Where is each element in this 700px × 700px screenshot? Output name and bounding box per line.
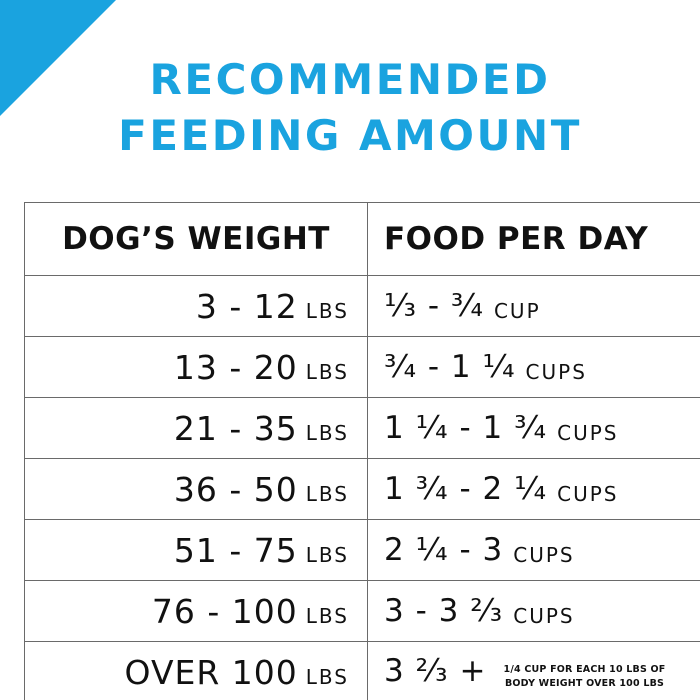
food-cell: 2 ¹⁄₄ - 3 CUPS xyxy=(367,519,700,581)
food-unit: CUPS xyxy=(525,360,587,384)
weight-range: 21 - 35 xyxy=(173,408,298,448)
food-cell: 1 ³⁄₄ - 2 ¹⁄₄ CUPS xyxy=(367,458,700,520)
food-cell: 3 ²⁄₃ + 1/4 CUP FOR EACH 10 LBS OF BODY … xyxy=(368,642,700,700)
food-cell: 3 - 3 ²⁄₃ CUPS xyxy=(367,580,700,642)
food-unit: CUPS xyxy=(557,482,619,506)
table-header-row: DOG’S WEIGHT FOOD PER DAY xyxy=(24,202,700,276)
weight-unit: LBS xyxy=(305,542,349,567)
weight-range: OVER 100 xyxy=(124,652,298,692)
table-row: 76 - 100 LBS 3 - 3 ²⁄₃ CUPS xyxy=(24,580,700,642)
food-unit: CUPS xyxy=(513,604,575,628)
table-row: 13 - 20 LBS ³⁄₄ - 1 ¹⁄₄ CUPS xyxy=(24,336,700,398)
weight-cell: 3 - 12 LBS xyxy=(24,275,368,337)
header-food-per-day: FOOD PER DAY xyxy=(367,202,700,276)
food-cell: 1 ¹⁄₄ - 1 ³⁄₄ CUPS xyxy=(367,397,700,459)
weight-unit: LBS xyxy=(305,298,349,323)
corner-accent-triangle xyxy=(0,0,116,116)
food-amount: 3 ²⁄₃ + xyxy=(384,653,487,690)
weight-cell: 21 - 35 LBS xyxy=(24,397,368,459)
food-unit: CUP xyxy=(493,299,541,323)
weight-range: 76 - 100 xyxy=(151,591,298,631)
food-cell: ³⁄₄ - 1 ¹⁄₄ CUPS xyxy=(367,336,700,398)
page-title: RECOMMENDED FEEDING AMOUNT xyxy=(0,52,700,164)
header-dogs-weight: DOG’S WEIGHT xyxy=(24,202,368,276)
weight-range: 51 - 75 xyxy=(173,530,298,570)
food-amount: 2 ¹⁄₄ - 3 xyxy=(384,532,504,568)
weight-range: 13 - 20 xyxy=(173,347,298,387)
note-line-1: 1/4 CUP FOR EACH 10 LBS OF xyxy=(503,663,666,675)
feeding-table: DOG’S WEIGHT FOOD PER DAY 3 - 12 LBS ¹⁄₃ … xyxy=(24,202,700,700)
table-row: 51 - 75 LBS 2 ¹⁄₄ - 3 CUPS xyxy=(24,519,700,581)
weight-unit: LBS xyxy=(305,420,349,445)
weight-cell: 36 - 50 LBS xyxy=(24,458,368,520)
food-amount: 3 - 3 ²⁄₃ xyxy=(384,593,504,629)
weight-unit: LBS xyxy=(305,359,349,384)
weight-cell: 76 - 100 LBS xyxy=(24,580,368,642)
weight-unit: LBS xyxy=(305,481,349,506)
weight-range: 36 - 50 xyxy=(173,469,298,509)
food-cell: ¹⁄₃ - ³⁄₄ CUP xyxy=(367,275,700,337)
table-row: 36 - 50 LBS 1 ³⁄₄ - 2 ¹⁄₄ CUPS xyxy=(24,458,700,520)
food-unit: CUPS xyxy=(513,543,575,567)
food-amount: ¹⁄₃ - ³⁄₄ xyxy=(384,288,484,324)
note-line-2: BODY WEIGHT OVER 100 LBS xyxy=(504,677,665,689)
food-amount: ³⁄₄ - 1 ¹⁄₄ xyxy=(384,349,516,385)
extra-feeding-note: 1/4 CUP FOR EACH 10 LBS OF BODY WEIGHT O… xyxy=(504,663,666,691)
weight-cell: 51 - 75 LBS xyxy=(24,519,368,581)
weight-unit: LBS xyxy=(305,603,349,628)
food-unit: CUPS xyxy=(557,421,619,445)
food-amount: 1 ¹⁄₄ - 1 ³⁄₄ xyxy=(384,410,548,446)
title-line-1: RECOMMENDED xyxy=(149,55,551,104)
table-row: OVER 100 LBS 3 ²⁄₃ + 1/4 CUP FOR EACH 10 … xyxy=(24,641,700,700)
weight-cell: 13 - 20 LBS xyxy=(24,336,368,398)
food-amount: 1 ³⁄₄ - 2 ¹⁄₄ xyxy=(384,471,548,507)
title-line-2: FEEDING AMOUNT xyxy=(118,111,582,160)
weight-range: 3 - 12 xyxy=(195,286,298,326)
table-row: 21 - 35 LBS 1 ¹⁄₄ - 1 ³⁄₄ CUPS xyxy=(24,397,700,459)
table-row: 3 - 12 LBS ¹⁄₃ - ³⁄₄ CUP xyxy=(24,275,700,337)
weight-cell: OVER 100 LBS xyxy=(24,641,368,700)
weight-unit: LBS xyxy=(305,664,349,689)
